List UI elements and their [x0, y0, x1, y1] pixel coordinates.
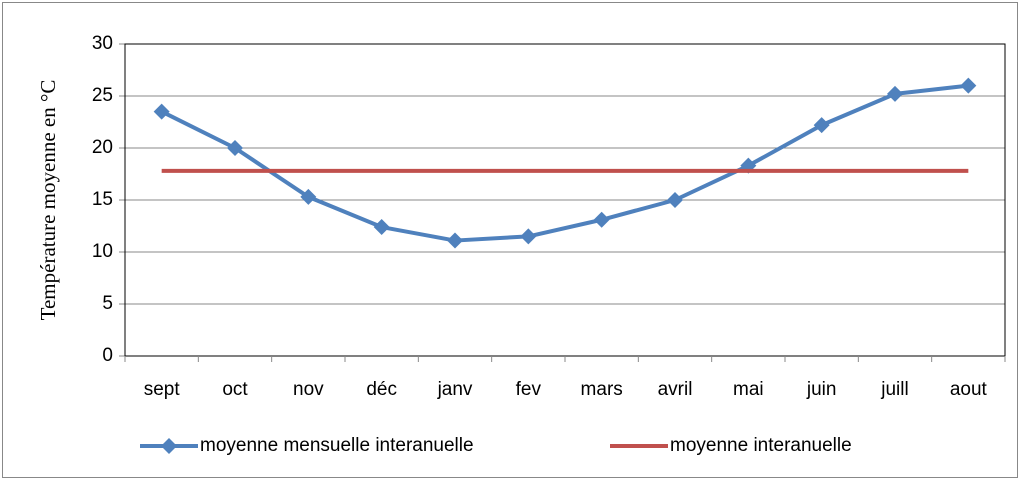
- data-point: [960, 77, 977, 94]
- x-tick-label: nov: [293, 379, 324, 400]
- y-tick-label: 30: [92, 33, 113, 54]
- legend-label: moyenne interanuelle: [670, 435, 852, 456]
- legend-label: moyenne mensuelle interanuelle: [200, 435, 474, 456]
- x-tick-label: oct: [222, 379, 248, 400]
- data-point: [520, 228, 537, 245]
- x-tick-label: juill: [880, 379, 908, 400]
- data-point: [227, 140, 243, 156]
- y-tick-label: 25: [92, 85, 113, 106]
- x-tick-label: sept: [144, 379, 181, 400]
- data-point: [153, 103, 170, 120]
- x-tick-label: fev: [516, 379, 542, 400]
- x-tick-label: déc: [366, 379, 397, 400]
- data-point: [373, 219, 390, 236]
- data-point: [667, 192, 683, 208]
- data-point: [813, 117, 830, 134]
- y-tick-label: 0: [102, 345, 113, 366]
- data-point: [887, 85, 903, 102]
- data-point: [447, 232, 463, 249]
- data-point: [300, 188, 317, 205]
- y-axis-title: Température moyenne en °C: [36, 80, 60, 321]
- x-tick-label: janv: [437, 379, 473, 400]
- data-point: [593, 211, 610, 228]
- y-tick-label: 15: [92, 189, 113, 210]
- y-tick-label: 20: [92, 137, 113, 158]
- x-tick-label: juin: [806, 379, 837, 400]
- x-tick-label: avril: [658, 379, 693, 400]
- x-tick-label: mars: [581, 379, 623, 400]
- y-tick-label: 5: [102, 293, 113, 314]
- x-tick-label: aout: [950, 379, 988, 400]
- y-tick-label: 10: [92, 241, 113, 262]
- series-line: [160, 83, 969, 243]
- x-tick-label: mai: [733, 379, 764, 400]
- legend-marker: [161, 438, 177, 454]
